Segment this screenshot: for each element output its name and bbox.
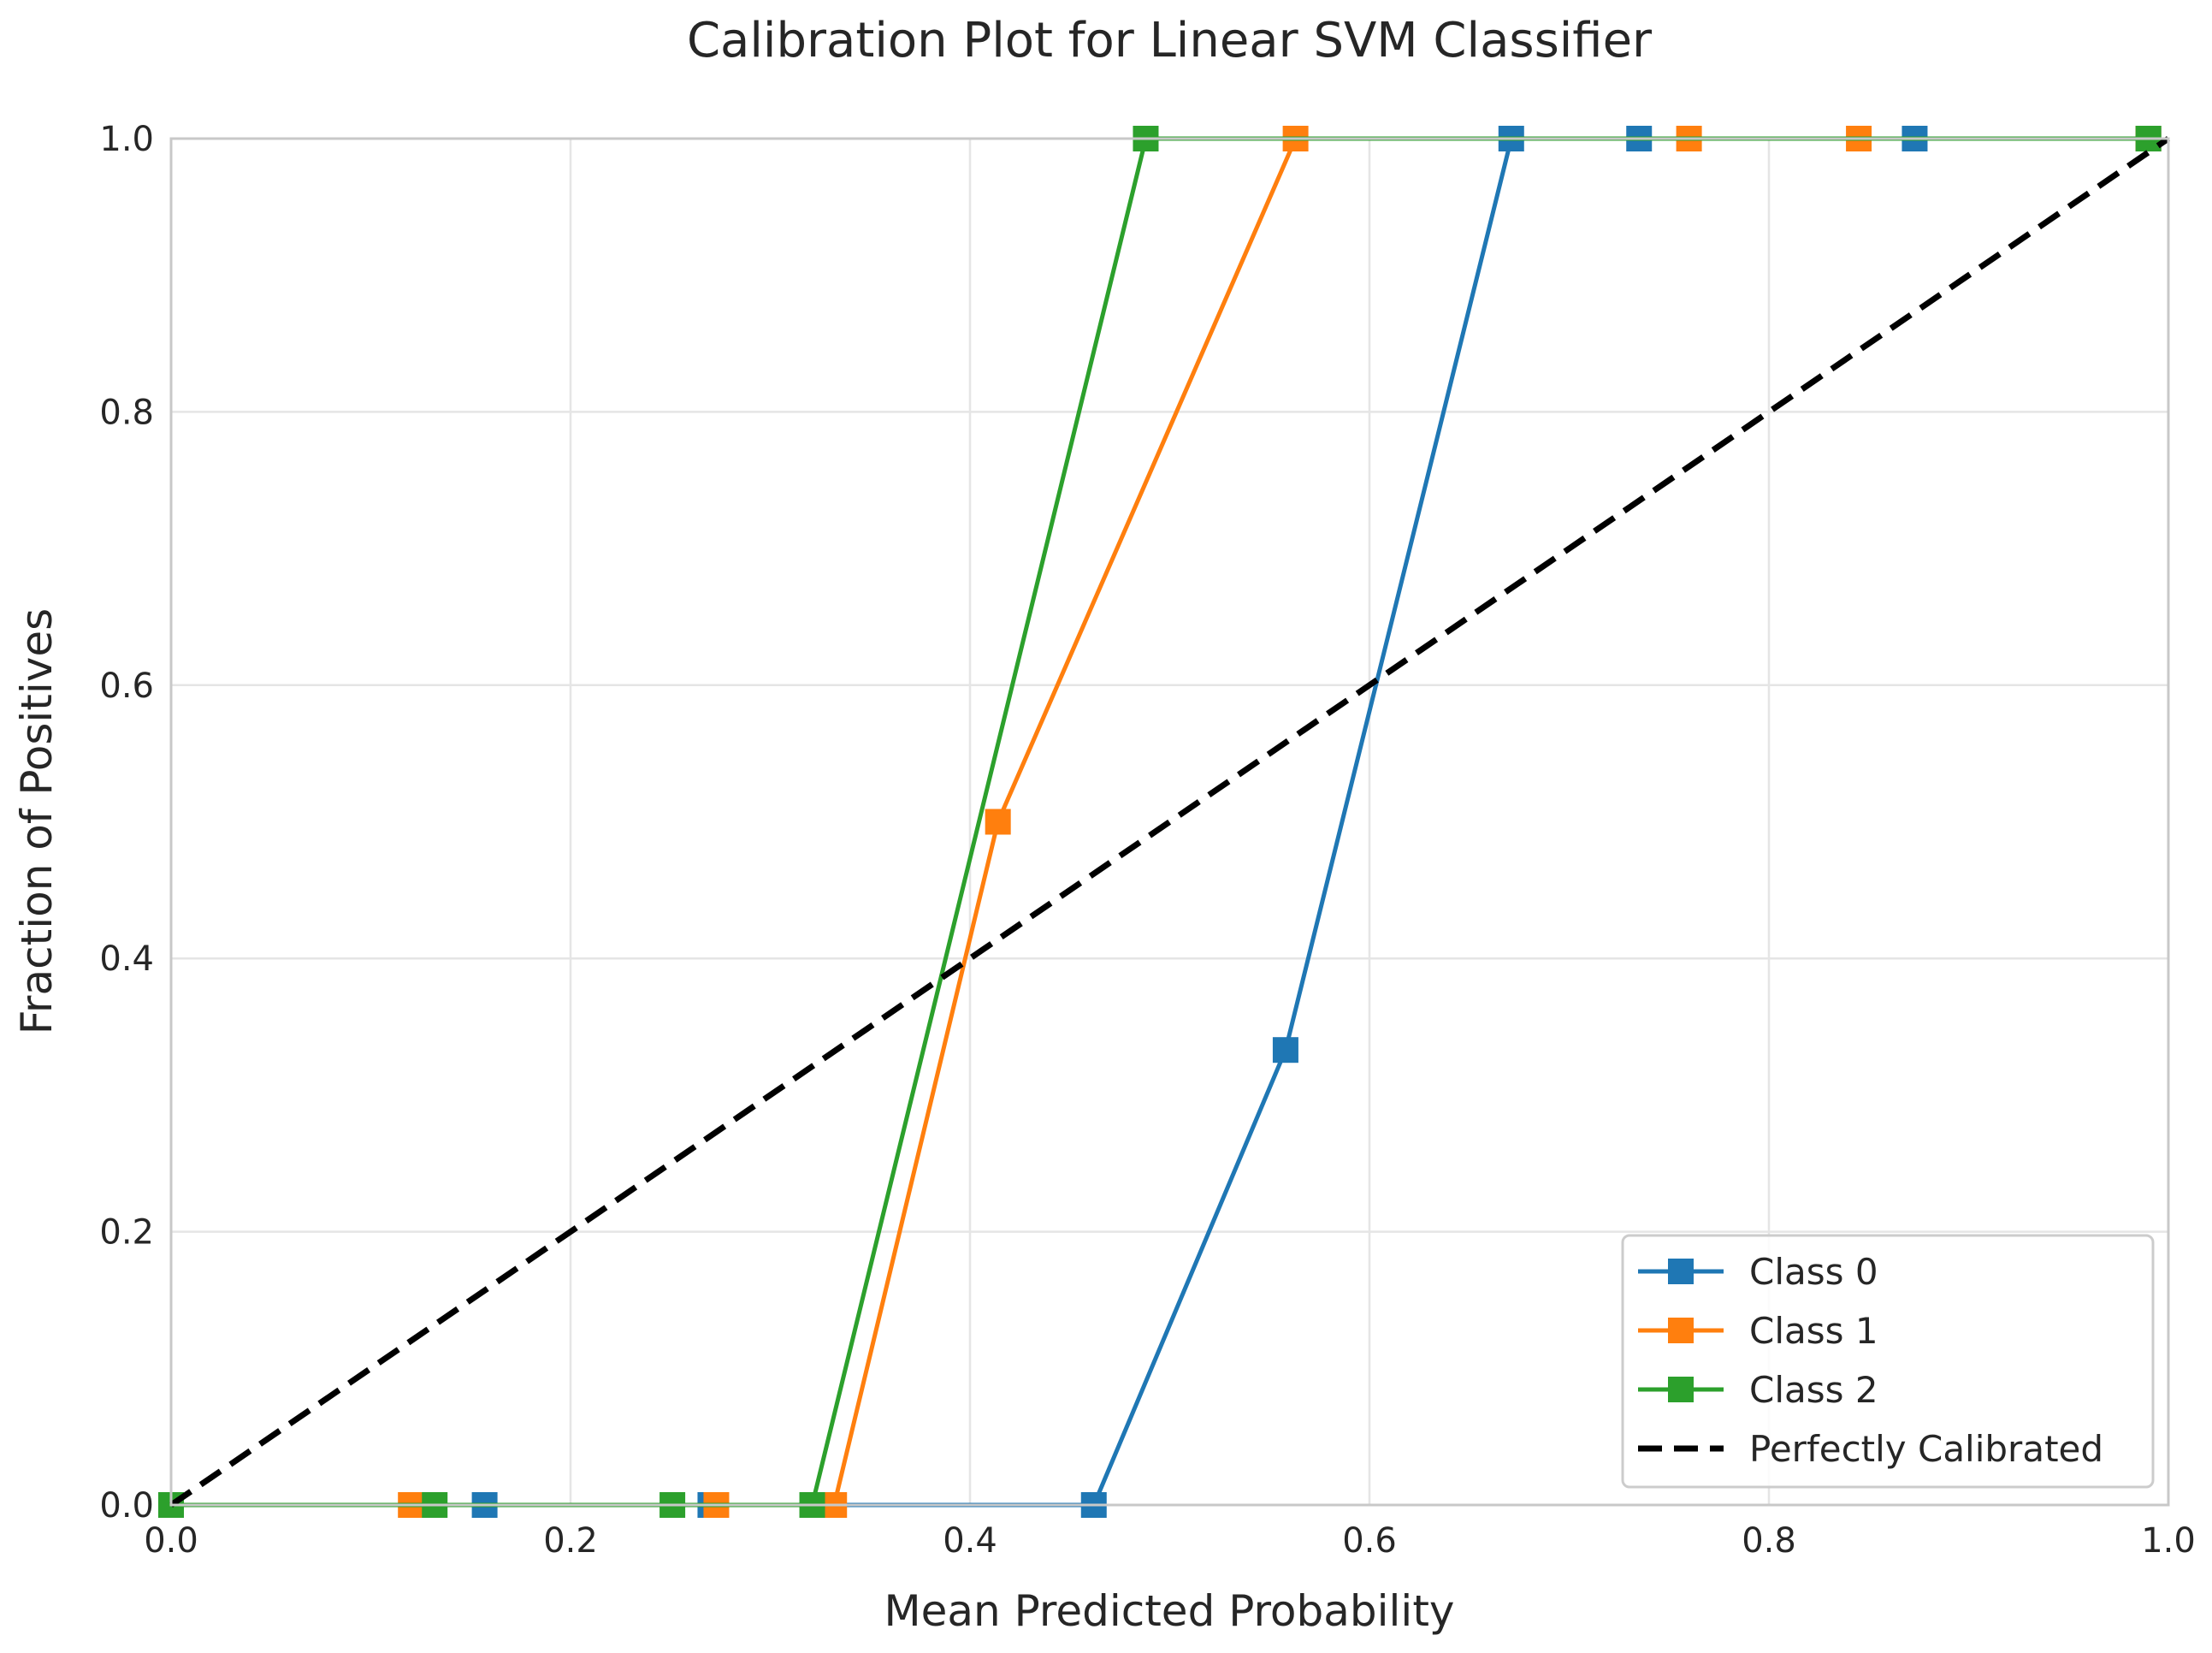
x-tick-label: 0.2 <box>543 1521 598 1561</box>
grid <box>169 137 2170 1507</box>
x-tick-label: 0.8 <box>1742 1521 1796 1561</box>
y-tick-labels: 0.0 0.2 0.4 0.6 0.8 1.0 <box>99 120 154 1526</box>
legend-item: Class 1 <box>1638 1310 1878 1352</box>
legend-items: Class 0 Class 1 Class 2 Perfectly Calibrate… <box>1638 1251 2103 1470</box>
y-tick-label: 0.8 <box>99 393 154 432</box>
x-tick-label: 0.0 <box>144 1521 198 1561</box>
legend-swatch-marker <box>1668 1318 1694 1343</box>
y-tick-label: 0.4 <box>99 939 154 979</box>
x-tick-label: 0.4 <box>943 1521 997 1561</box>
x-tick-labels: 0.0 0.2 0.4 0.6 0.8 1.0 <box>144 1521 2196 1561</box>
y-tick-label: 0.0 <box>99 1486 154 1526</box>
x-tick-label: 0.6 <box>1342 1521 1397 1561</box>
legend-item: Class 2 <box>1638 1369 1878 1411</box>
y-axis-label: Fraction of Positives <box>12 608 62 1034</box>
plot-frame <box>169 137 2170 1507</box>
series-perfectly-calibrated <box>169 136 2170 1508</box>
x-tick-label: 1.0 <box>2141 1521 2196 1561</box>
legend-label: Class 2 <box>1749 1369 1878 1411</box>
chart-title: Calibration Plot for Linear SVM Classifi… <box>687 13 1653 68</box>
x-axis-label: Mean Predicted Probability <box>884 1586 1454 1636</box>
legend-swatch-marker <box>1668 1259 1694 1284</box>
y-tick-label: 1.0 <box>99 120 154 159</box>
legend-item: Class 0 <box>1638 1251 1878 1293</box>
legend-label: Class 1 <box>1749 1310 1878 1352</box>
data-point <box>985 809 1011 835</box>
legend-swatch-marker <box>1668 1377 1694 1402</box>
y-tick-label: 0.6 <box>99 667 154 706</box>
series-line <box>169 136 2170 1508</box>
legend-item: Perfectly Calibrated <box>1638 1428 2103 1470</box>
legend: Class 0 Class 1 Class 2 Perfectly Calibrate… <box>1621 1234 2155 1489</box>
legend-box <box>1621 1234 2155 1489</box>
legend-label: Perfectly Calibrated <box>1749 1428 2103 1470</box>
y-tick-label: 0.2 <box>99 1213 154 1253</box>
data-point <box>1272 1037 1298 1063</box>
legend-label: Class 0 <box>1749 1251 1878 1293</box>
